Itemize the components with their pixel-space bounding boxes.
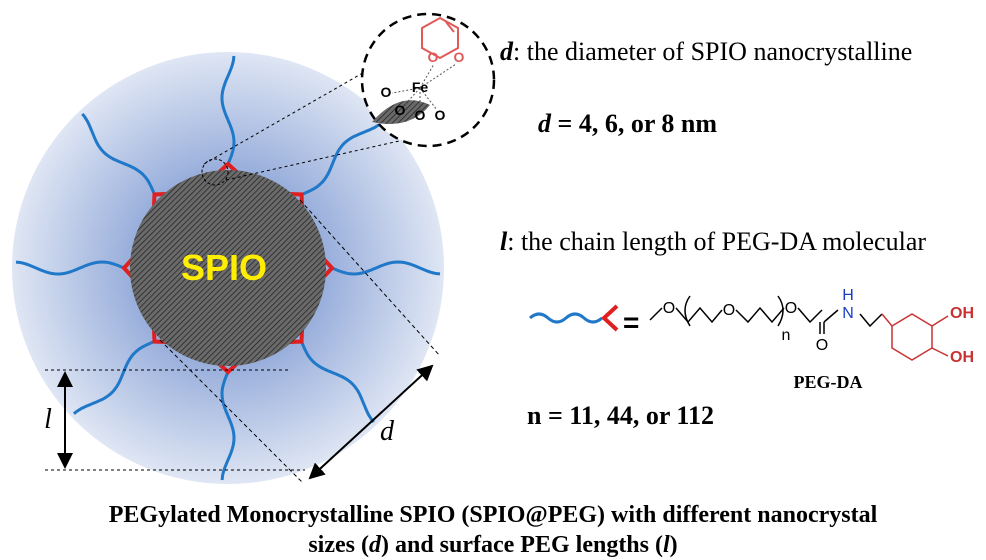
zoom-spot <box>201 158 229 186</box>
atom: O <box>816 337 828 354</box>
peg-chain <box>220 55 236 165</box>
d-guide <box>159 339 303 483</box>
peg-chain <box>300 121 384 196</box>
text: sizes ( <box>308 532 369 558</box>
peg-chain <box>220 371 236 481</box>
d-values: d = 4, 6, or 8 nm <box>538 109 717 138</box>
l-definition: l: the chain length of PEG-DA molecular <box>500 227 926 256</box>
zoom-line <box>203 69 369 165</box>
atom: O <box>663 300 675 317</box>
peg-chain <box>15 260 125 276</box>
structure-bonds <box>649 295 883 334</box>
symbol: l <box>500 227 508 256</box>
anchor-symbol <box>601 304 619 332</box>
symbol: d <box>369 532 382 558</box>
atom: n <box>782 327 791 344</box>
symbol: d <box>500 37 514 66</box>
equals: = <box>623 307 639 338</box>
peg-chain <box>331 260 441 276</box>
catechol-bonds <box>881 313 949 361</box>
atom: O <box>381 84 392 100</box>
d-label: d <box>380 416 395 447</box>
atom: Fe <box>412 79 429 95</box>
catechol-ring <box>421 16 459 60</box>
text: = 4, 6, or 8 nm <box>551 109 717 138</box>
symbol: l <box>663 532 670 558</box>
atom: O <box>723 302 735 319</box>
surface-fragment <box>372 100 430 124</box>
peg-chain <box>81 112 156 196</box>
core-label: SPIO <box>181 247 267 288</box>
atom: O <box>785 300 797 317</box>
text: ) <box>670 532 678 558</box>
atom: O <box>428 49 439 65</box>
caption-line: PEGylated Monocrystalline SPIO (SPIO@PEG… <box>109 502 878 528</box>
atom: O <box>435 107 446 123</box>
atom: O <box>415 107 426 123</box>
text: : the diameter of SPIO nanocrystalline <box>513 37 912 66</box>
atom: H <box>842 287 854 304</box>
atom: OH <box>950 349 974 366</box>
atom: O <box>395 102 406 118</box>
symbol: d <box>538 109 552 138</box>
atom: O <box>454 49 465 65</box>
d-arrow <box>308 364 434 480</box>
l-label: l <box>44 404 52 435</box>
peg-wave <box>529 312 603 324</box>
peg-chain <box>72 340 156 415</box>
caption-line: sizes (d) and surface PEG lengths (l) <box>308 532 677 558</box>
n-values: n = 11, 44, or 112 <box>527 401 714 430</box>
text: ) and surface PEG lengths ( <box>381 532 663 558</box>
spio-core <box>130 170 326 366</box>
structure-name: PEG-DA <box>794 372 863 392</box>
atom: N <box>842 305 854 322</box>
atom: OH <box>950 305 974 322</box>
text: : the chain length of PEG-DA molecular <box>507 227 926 256</box>
d-definition: d: the diameter of SPIO nanocrystalline <box>500 37 912 66</box>
